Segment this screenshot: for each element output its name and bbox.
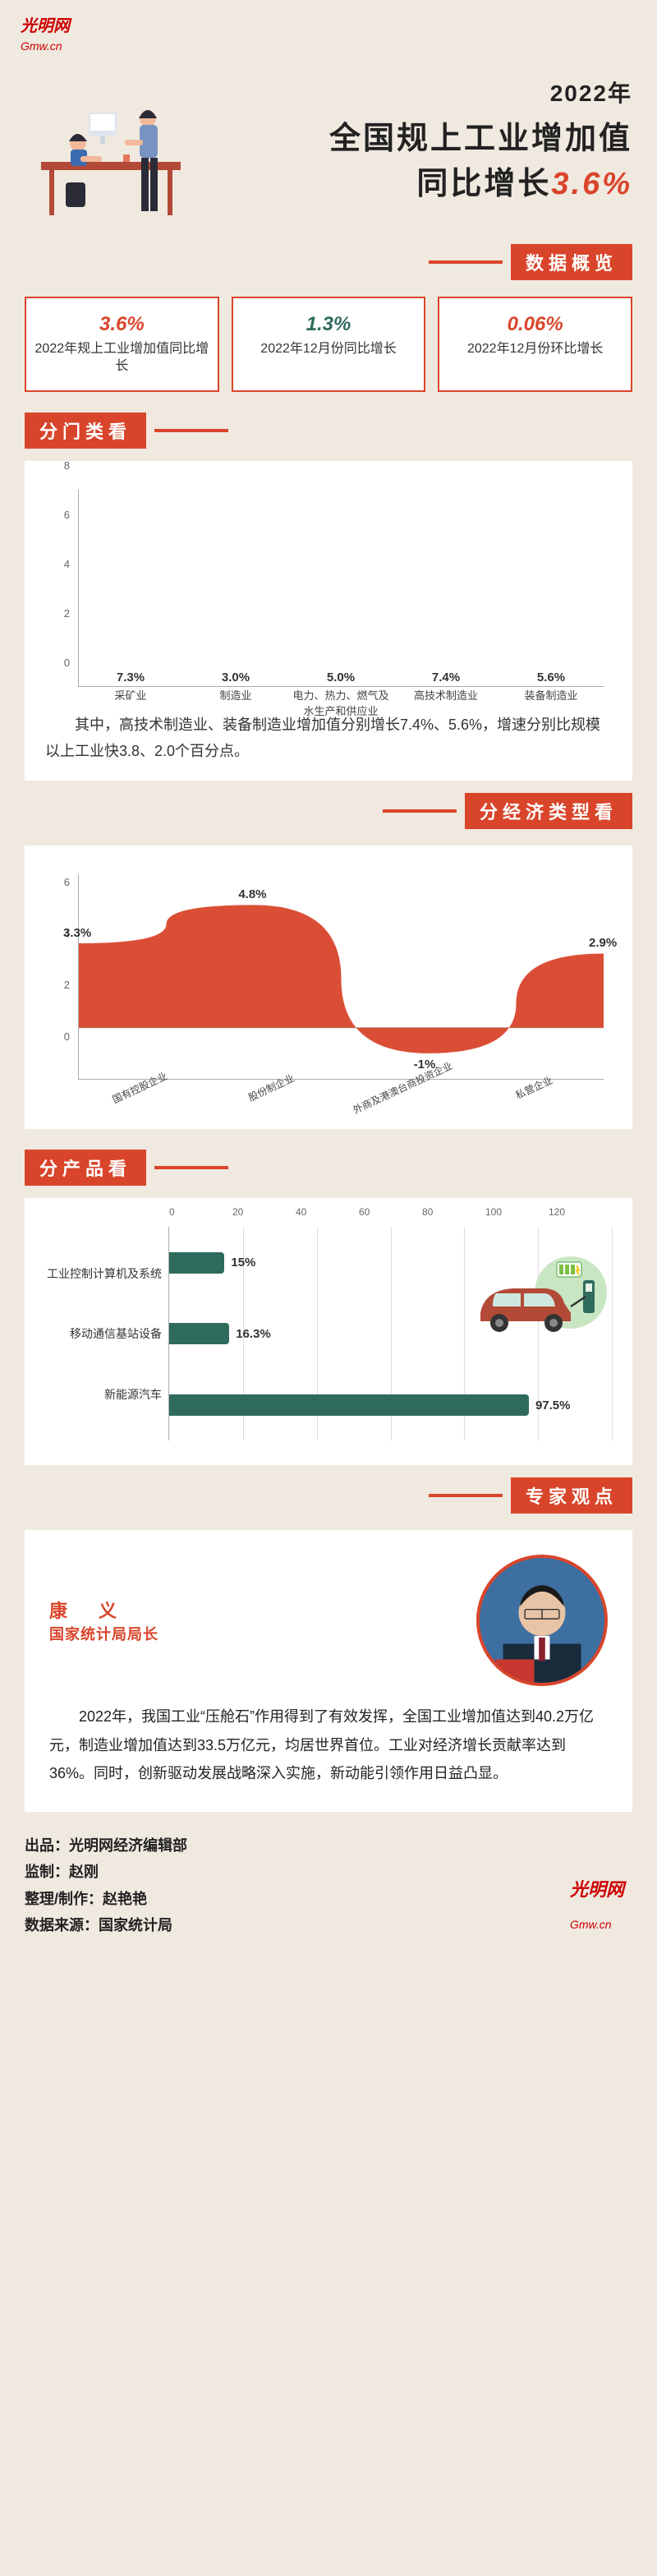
section-rule-icon [154, 1166, 228, 1169]
axis-label: 120 [549, 1206, 612, 1223]
axis-label: 制造业 [183, 687, 288, 712]
econ-plot-area [78, 874, 604, 1080]
bar-label: 7.4% [432, 670, 460, 684]
card-desc: 2022年规上工业增加值同比增长 [34, 341, 209, 376]
overview-card: 0.06% 2022年12月份环比增长 [438, 297, 632, 392]
econ-y-axis: 0246 [45, 874, 74, 1080]
header: 2022年 全国规上工业增加值 同比增长3.6% [0, 67, 657, 232]
expert-title: 国家统计局局长 [49, 1623, 452, 1644]
credit-line: 监制：赵刚 [25, 1859, 632, 1885]
hbar-category: 移动通信基站设备 [45, 1325, 168, 1342]
card-value: 1.3% [241, 313, 416, 336]
footer-logo: 光明网 Gmw.cn [570, 1873, 624, 1938]
axis-label: 40 [296, 1206, 359, 1223]
hbar-rect [169, 1323, 229, 1344]
bar-label: 7.3% [117, 670, 145, 684]
credit-line: 数据来源：国家统计局 [25, 1912, 632, 1938]
header-pct: 3.6% [551, 167, 632, 201]
hbar-label: 15% [231, 1256, 255, 1270]
overview-card: 1.3% 2022年12月份同比增长 [232, 297, 426, 392]
product-labels: 工业控制计算机及系统移动通信基站设备新能源汽车 [45, 1219, 168, 1449]
section-rule-icon [383, 809, 457, 813]
ev-car-icon [468, 1247, 608, 1342]
section-econ-title: 分经济类型看 [465, 793, 632, 829]
bar-label: 3.0% [222, 670, 250, 684]
header-line2-pre: 同比增长 [416, 167, 551, 201]
axis-label: 装备制造业 [498, 687, 604, 712]
axis-label: 20 [232, 1206, 296, 1223]
credit-line: 整理/制作：赵艳艳 [25, 1886, 632, 1912]
bar: 3.0% [183, 670, 288, 687]
card-desc: 2022年12月份环比增长 [448, 341, 623, 358]
axis-label: 60 [359, 1206, 422, 1223]
axis-label: 0 [169, 1206, 232, 1223]
section-econ-label: 分经济类型看 [0, 793, 632, 829]
econ-curve-chart: 0246 3.3%4.8%-1%2.9% 国有控股企业股份制企业外商及港澳台商投… [45, 866, 612, 1113]
hbar-category: 新能源汽车 [45, 1386, 168, 1403]
hbar-rect [169, 1394, 529, 1416]
hbar-label: 16.3% [236, 1327, 271, 1341]
hbar-rect [169, 1252, 224, 1274]
hbar-label: 97.5% [535, 1399, 571, 1412]
section-product-label: 分产品看 [25, 1150, 657, 1186]
card-value: 0.06% [448, 313, 623, 336]
desk-illustration-icon [33, 100, 197, 228]
section-category-title: 分门类看 [25, 412, 146, 449]
expert-info: 康 义 国家统计局局长 [49, 1597, 452, 1644]
card-value: 3.6% [34, 313, 209, 336]
category-note: 其中，高技术制造业、装备制造业增加值分别增长7.4%、5.6%，增速分别比规模以… [45, 712, 612, 765]
overview-cards: 3.6% 2022年规上工业增加值同比增长1.3% 2022年12月份同比增长0… [0, 297, 657, 392]
section-rule-icon [429, 1494, 503, 1497]
axis-label: 80 [422, 1206, 485, 1223]
product-top-axis: 020406080100120 [169, 1206, 612, 1223]
econ-panel: 0246 3.3%4.8%-1%2.9% 国有控股企业股份制企业外商及港澳台商投… [25, 846, 632, 1129]
expert-panel: 康 义 国家统计局局长 2022年，我国工业“压舱石”作用得到了有效发挥，全国工… [25, 1530, 632, 1812]
section-expert-label: 专家观点 [0, 1477, 632, 1514]
section-overview-label: 数据概览 [0, 244, 632, 280]
hbar-category: 工业控制计算机及系统 [45, 1265, 168, 1282]
expert-text: 2022年，我国工业“压舱石”作用得到了有效发挥，全国工业增加值达到40.2万亿… [49, 1703, 608, 1787]
infographic-page: 光明网 Gmw.cn [0, 0, 657, 1964]
category-y-axis: 02468 [45, 482, 74, 687]
axis-label: 电力、热力、燃气及水生产和供应业 [288, 687, 393, 712]
curve-value-label: 3.3% [63, 926, 91, 940]
axis-label: 100 [485, 1206, 549, 1223]
bar: 7.4% [393, 670, 498, 687]
site-logo: 光明网 Gmw.cn [0, 0, 657, 67]
curve-value-label: 2.9% [589, 936, 617, 950]
axis-label: 采矿业 [78, 687, 183, 712]
logo-top: 光明网 [21, 17, 70, 35]
section-rule-icon [429, 260, 503, 264]
hbar: 97.5% [169, 1394, 612, 1416]
curve-value-label: 4.8% [238, 887, 266, 901]
bar: 5.0% [288, 670, 393, 687]
bar-label: 5.6% [537, 670, 565, 684]
bar: 7.3% [78, 670, 183, 687]
section-category-label: 分门类看 [25, 412, 657, 449]
credit-line: 出品：光明网经济编辑部 [25, 1832, 632, 1859]
section-rule-icon [154, 429, 228, 432]
axis-label: 高技术制造业 [393, 687, 498, 712]
section-expert-title: 专家观点 [511, 1477, 632, 1514]
section-product-title: 分产品看 [25, 1150, 146, 1186]
bar-label: 5.0% [327, 670, 355, 684]
bar: 5.6% [498, 670, 604, 687]
section-overview-title: 数据概览 [511, 244, 632, 280]
logo-sub: Gmw.cn [21, 39, 62, 53]
econ-area-svg [79, 874, 604, 1079]
expert-head: 康 义 国家统计局局长 [49, 1555, 608, 1686]
expert-name: 康 义 [49, 1597, 452, 1623]
category-bars: 7.3% 3.0% 5.0% 7.4% 5.6% [78, 490, 604, 687]
product-panel: 工业控制计算机及系统移动通信基站设备新能源汽车 020406080100120 … [25, 1198, 632, 1465]
category-panel: 02468 7.3% 3.0% 5.0% 7.4% 5.6% 采矿业制造业电力、… [25, 461, 632, 781]
expert-photo-icon [476, 1555, 608, 1686]
econ-x-axis: 国有控股企业股份制企业外商及港澳台商投资企业私营企业 [78, 1080, 604, 1113]
category-bar-chart: 02468 7.3% 3.0% 5.0% 7.4% 5.6% 采矿业制造业电力、… [45, 482, 612, 712]
category-x-axis: 采矿业制造业电力、热力、燃气及水生产和供应业高技术制造业装备制造业 [78, 687, 604, 712]
credits: 出品：光明网经济编辑部 监制：赵刚 整理/制作：赵艳艳 数据来源：国家统计局 光… [25, 1832, 632, 1939]
overview-card: 3.6% 2022年规上工业增加值同比增长 [25, 297, 219, 392]
card-desc: 2022年12月份同比增长 [241, 341, 416, 358]
